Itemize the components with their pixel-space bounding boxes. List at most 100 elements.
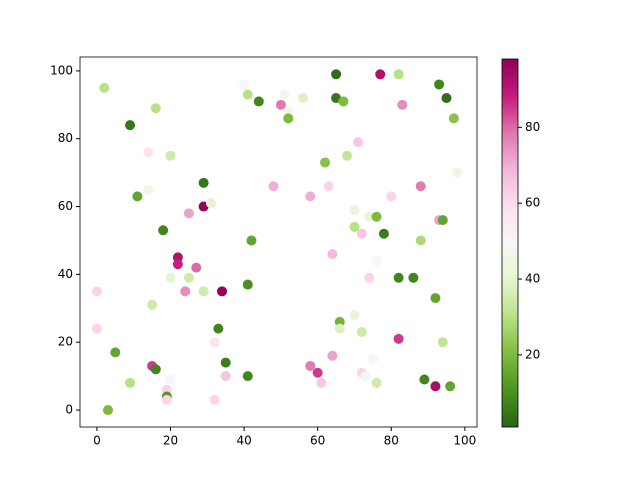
point: [356, 327, 367, 338]
x-tick-label: 40: [236, 434, 251, 448]
point: [430, 293, 441, 304]
point: [143, 184, 154, 195]
point: [125, 377, 136, 388]
point: [132, 191, 143, 202]
point: [445, 381, 456, 392]
point: [364, 211, 375, 222]
point: [448, 113, 459, 124]
colorbar-tick-label: 80: [525, 120, 540, 134]
y-tick-label: 80: [58, 131, 73, 145]
point: [283, 113, 294, 124]
point: [327, 249, 338, 260]
point: [320, 157, 331, 168]
point: [360, 371, 371, 382]
point: [242, 279, 253, 290]
point: [102, 405, 113, 416]
point: [386, 191, 397, 202]
point: [305, 360, 316, 371]
point: [253, 96, 264, 107]
x-tick-label: 100: [453, 434, 476, 448]
point: [161, 394, 172, 405]
point: [415, 181, 426, 192]
point: [99, 82, 110, 93]
point: [338, 96, 349, 107]
x-tick-label: 0: [93, 434, 101, 448]
x-tick-label: 20: [163, 434, 178, 448]
point: [452, 167, 463, 178]
point: [279, 89, 290, 100]
point: [91, 323, 102, 334]
y-tick-label: 20: [58, 335, 73, 349]
point: [220, 357, 231, 368]
point: [408, 272, 419, 283]
point: [239, 79, 250, 90]
point: [419, 374, 430, 385]
point: [371, 211, 382, 222]
point: [150, 103, 161, 114]
x-tick-label: 80: [384, 434, 399, 448]
point: [364, 272, 375, 283]
point: [217, 286, 228, 297]
point: [110, 347, 121, 358]
point: [327, 350, 338, 361]
colorbar-tick-label: 60: [525, 196, 540, 210]
point: [158, 225, 169, 236]
point: [147, 299, 158, 310]
point: [342, 150, 353, 161]
point: [183, 272, 194, 283]
point: [213, 323, 224, 334]
point: [191, 262, 202, 273]
point: [297, 93, 308, 104]
point: [349, 204, 360, 215]
point: [91, 286, 102, 297]
point: [242, 371, 253, 382]
colorbar-tick-label: 40: [525, 272, 540, 286]
point: [356, 228, 367, 239]
axes-frame: [79, 56, 478, 428]
point: [150, 364, 161, 375]
point: [183, 208, 194, 219]
y-tick-label: 40: [58, 267, 73, 281]
point: [334, 323, 345, 334]
point: [305, 191, 316, 202]
point: [268, 181, 279, 192]
point: [180, 286, 191, 297]
point: [242, 89, 253, 100]
point: [316, 377, 327, 388]
y-tick-label: 100: [50, 63, 73, 77]
point: [323, 181, 334, 192]
point: [172, 259, 183, 270]
point: [165, 272, 176, 283]
point: [353, 137, 364, 148]
point: [349, 310, 360, 321]
point: [430, 381, 441, 392]
point: [209, 394, 220, 405]
point: [415, 235, 426, 246]
x-tick-label: 60: [310, 434, 325, 448]
colorbar: [501, 58, 519, 428]
point: [367, 354, 378, 365]
point: [371, 255, 382, 266]
point: [125, 120, 136, 131]
point: [143, 147, 154, 158]
y-tick-label: 60: [58, 199, 73, 213]
point: [331, 69, 342, 80]
point: [393, 69, 404, 80]
point: [393, 333, 404, 344]
point: [434, 79, 445, 90]
point: [437, 337, 448, 348]
point: [165, 374, 176, 385]
point: [378, 228, 389, 239]
point: [198, 177, 209, 188]
point: [275, 99, 286, 110]
point: [220, 371, 231, 382]
point: [209, 337, 220, 348]
point: [375, 69, 386, 80]
point: [165, 150, 176, 161]
point: [205, 198, 216, 209]
point: [441, 93, 452, 104]
point: [246, 235, 257, 246]
point: [349, 221, 360, 232]
point: [393, 272, 404, 283]
